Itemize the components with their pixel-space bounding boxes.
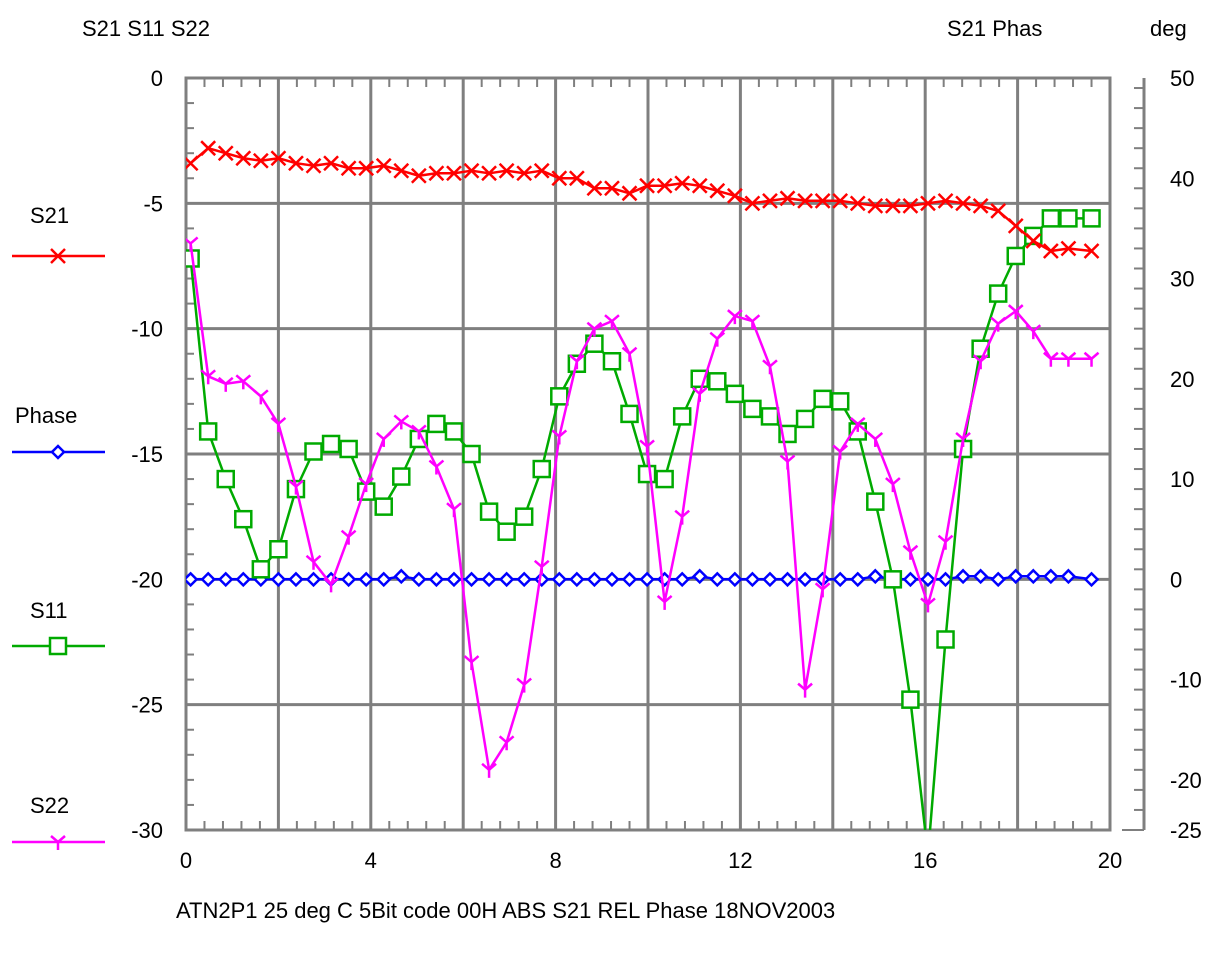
series-s11-point bbox=[376, 499, 392, 515]
series-s11-point bbox=[990, 286, 1006, 302]
y-right-tick-label: 40 bbox=[1170, 166, 1194, 191]
y-left-tick-label: -5 bbox=[143, 191, 163, 216]
legend-label: S21 bbox=[30, 203, 69, 228]
legend-marker bbox=[50, 638, 66, 654]
series-s11-point bbox=[1008, 248, 1024, 264]
series-s11-point bbox=[200, 423, 216, 439]
chart-caption: ATN2P1 25 deg C 5Bit code 00H ABS S21 RE… bbox=[176, 898, 835, 923]
series-s11-point bbox=[604, 353, 620, 369]
y-right-tick-label: 30 bbox=[1170, 267, 1194, 292]
series-s11-point bbox=[815, 391, 831, 407]
series-s11-point bbox=[551, 388, 567, 404]
series-s11-point bbox=[709, 373, 725, 389]
series-s11-point bbox=[534, 461, 550, 477]
series-s11-point bbox=[902, 692, 918, 708]
series-s11-point bbox=[253, 561, 269, 577]
legend-label: Phase bbox=[15, 403, 77, 428]
series-s11-point bbox=[306, 443, 322, 459]
x-tick-label: 12 bbox=[728, 848, 752, 873]
x-tick-label: 4 bbox=[365, 848, 377, 873]
y-right-tick-label: 20 bbox=[1170, 367, 1194, 392]
series-s11-point bbox=[218, 471, 234, 487]
x-tick-label: 0 bbox=[180, 848, 192, 873]
legend-label: S22 bbox=[30, 793, 69, 818]
y-left-tick-label: -30 bbox=[131, 818, 163, 843]
series-s11-point bbox=[464, 446, 480, 462]
y-right-tick-label: 10 bbox=[1170, 467, 1194, 492]
series-s11-point bbox=[323, 436, 339, 452]
series-s11-point bbox=[270, 541, 286, 557]
series-s11-point bbox=[481, 504, 497, 520]
series-s11-point bbox=[832, 393, 848, 409]
series-s11-point bbox=[744, 401, 760, 417]
series-s11-point bbox=[762, 408, 778, 424]
series-s11-point bbox=[727, 386, 743, 402]
series-s11-point bbox=[393, 469, 409, 485]
y-right-tick-label: 0 bbox=[1170, 567, 1182, 592]
series-s11-point bbox=[639, 466, 655, 482]
left-axis-title: S21 S11 S22 bbox=[82, 16, 210, 41]
right-axis-unit: deg bbox=[1150, 16, 1187, 41]
x-tick-label: 20 bbox=[1098, 848, 1122, 873]
series-s11-point bbox=[1043, 210, 1059, 226]
y-left-tick-label: -25 bbox=[131, 693, 163, 718]
series-s11-point bbox=[622, 406, 638, 422]
series-s11-point bbox=[674, 408, 690, 424]
series-s11-point bbox=[885, 571, 901, 587]
series-s11-point bbox=[235, 511, 251, 527]
y-right-tick-label: 50 bbox=[1170, 66, 1194, 91]
series-s11-point bbox=[516, 509, 532, 525]
y-right-tick-label: -20 bbox=[1170, 768, 1202, 793]
y-right-tick-label: -25 bbox=[1170, 818, 1202, 843]
series-s11-point bbox=[1084, 210, 1100, 226]
series-s11-point bbox=[341, 441, 357, 457]
series-s11-point bbox=[1060, 210, 1076, 226]
x-tick-label: 8 bbox=[549, 848, 561, 873]
legend-label: S11 bbox=[30, 598, 68, 623]
series-s11-point bbox=[499, 524, 515, 540]
series-s11-point bbox=[867, 494, 883, 510]
x-tick-label: 16 bbox=[913, 848, 937, 873]
series-s11-point bbox=[657, 471, 673, 487]
right-axis-title: S21 Phas bbox=[947, 16, 1042, 41]
series-s11-point bbox=[797, 411, 813, 427]
series-s11-point bbox=[938, 631, 954, 647]
y-left-tick-label: -10 bbox=[131, 317, 163, 342]
y-left-tick-label: 0 bbox=[151, 66, 163, 91]
y-left-tick-label: -20 bbox=[131, 567, 163, 592]
series-s11-point bbox=[428, 416, 444, 432]
y-right-tick-label: -10 bbox=[1170, 668, 1202, 693]
y-left-tick-label: -15 bbox=[131, 442, 163, 467]
series-s11-point bbox=[446, 423, 462, 439]
